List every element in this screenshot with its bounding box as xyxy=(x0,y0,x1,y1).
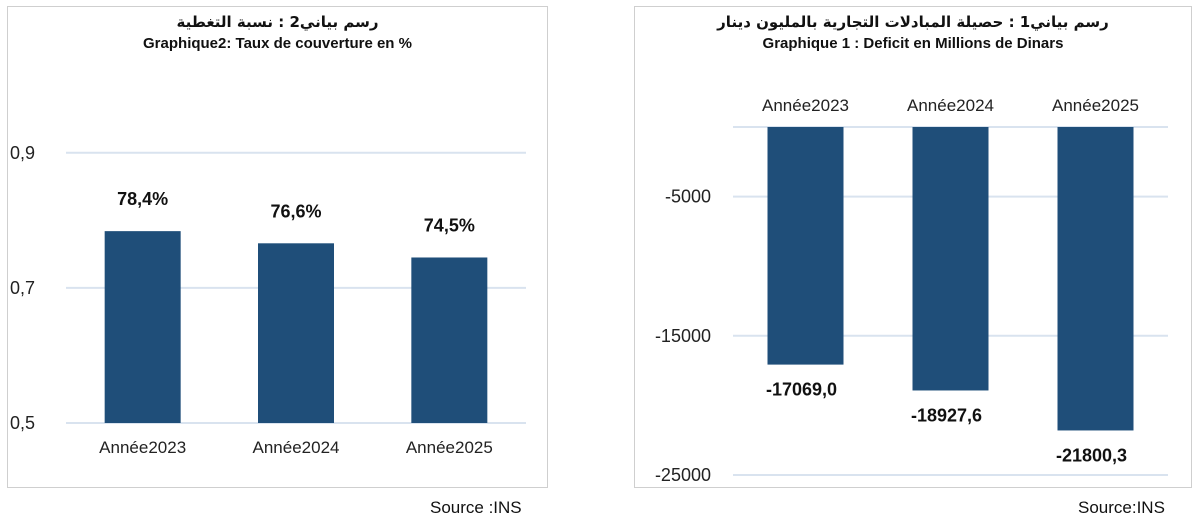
coverage-bar-chart: 0,5 0,7 0,9 78,4% Année2023 76,6% Année2024 74,… xyxy=(10,143,526,457)
bar xyxy=(912,127,989,391)
chart-title: Graphique 1 : Deficit en Millions de Din… xyxy=(762,35,1064,52)
x-tick-label: Année2025 xyxy=(1052,96,1139,115)
data-label: 78,4% xyxy=(117,189,168,209)
chart-title-ar: رسم بياني2 : نسبة التغطية xyxy=(176,13,379,31)
x-tick-label: Année2024 xyxy=(907,96,994,115)
y-tick-label: 0,5 xyxy=(10,413,35,433)
chart-title-ar: رسم بياني1 : حصيلة المبادلات التجارية با… xyxy=(717,13,1109,31)
data-label: -17069,0 xyxy=(766,380,837,400)
y-tick-label: -25000 xyxy=(655,465,711,485)
bar xyxy=(1057,127,1134,431)
x-tick-label: Année2024 xyxy=(253,438,340,457)
bar xyxy=(104,231,181,423)
bar xyxy=(411,257,488,423)
x-tick-label: Année2023 xyxy=(762,96,849,115)
x-tick-label: Année2025 xyxy=(406,438,493,457)
data-label: 74,5% xyxy=(424,215,475,235)
y-tick-label: 0,9 xyxy=(10,143,35,163)
bar xyxy=(258,243,334,423)
bar xyxy=(767,127,844,365)
chart-panel-coverage: رسم بياني2 : نسبة التغطية Graphique2: Ta… xyxy=(7,6,548,488)
data-label: -21800,3 xyxy=(1056,445,1127,465)
y-tick-label: -5000 xyxy=(665,187,711,207)
source-note: Source:INS xyxy=(1078,498,1165,517)
chart-panel-deficit: رسم بياني1 : حصيلة المبادلات التجارية با… xyxy=(634,6,1192,488)
source-note: Source :INS xyxy=(430,498,522,517)
deficit-bar-chart: -5000 -15000 -25000 Année2023 -17069,0 Année2… xyxy=(655,96,1168,485)
y-tick-label: 0,7 xyxy=(10,278,35,298)
data-label: 76,6% xyxy=(270,201,321,221)
chart-title: Graphique2: Taux de couverture en % xyxy=(143,35,412,52)
data-label: -18927,6 xyxy=(911,405,982,425)
x-tick-label: Année2023 xyxy=(99,438,186,457)
y-tick-label: -15000 xyxy=(655,326,711,346)
